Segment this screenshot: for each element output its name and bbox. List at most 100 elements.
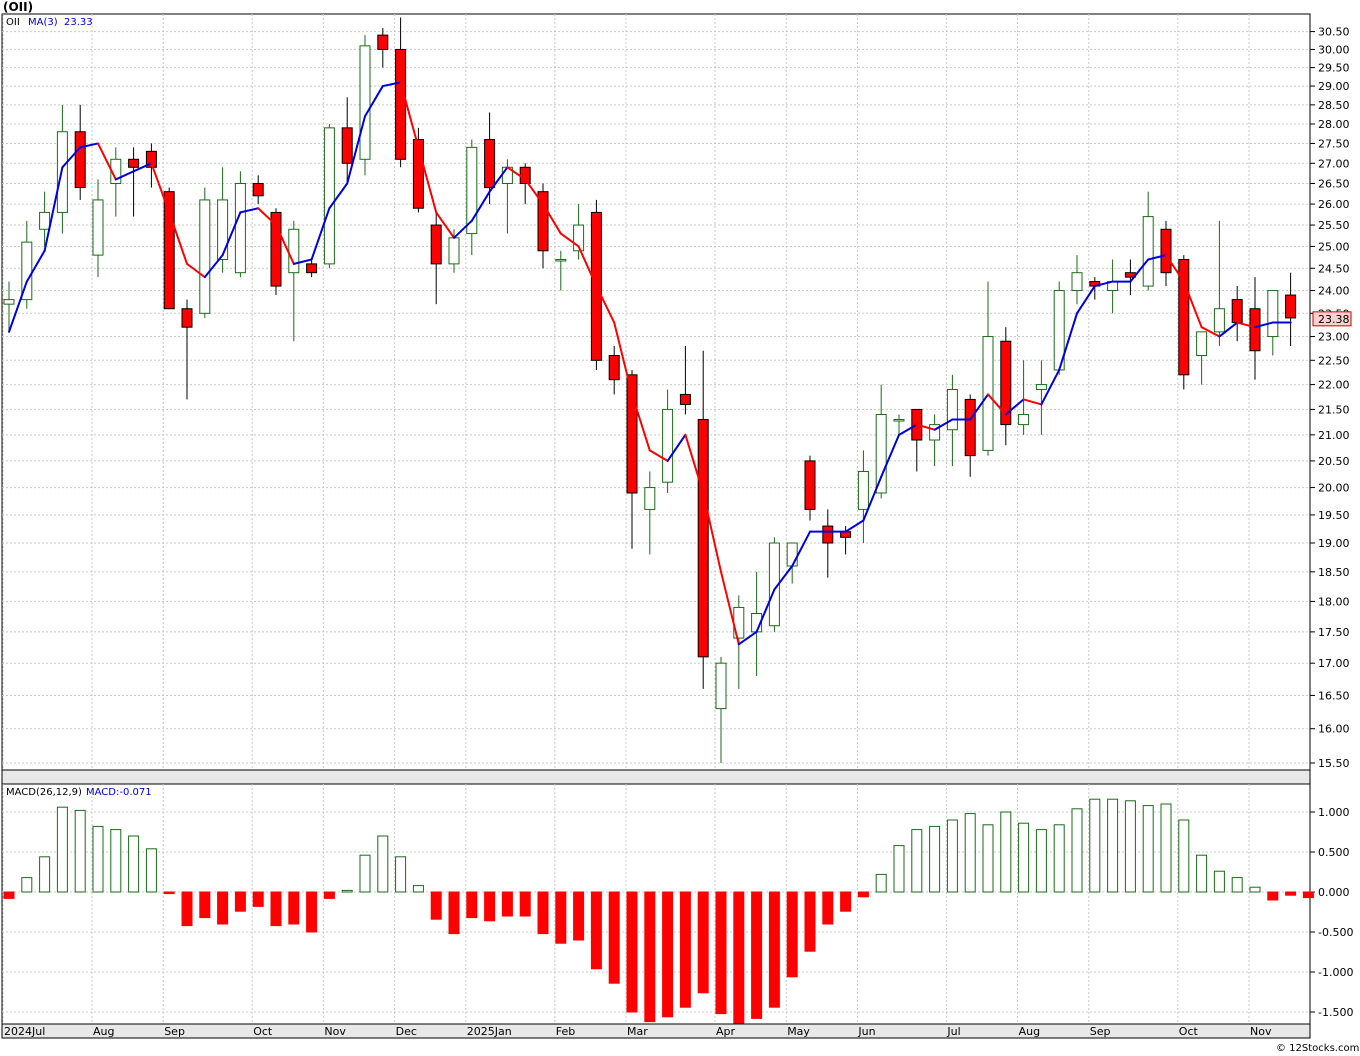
- macd-bar-negative: [306, 891, 318, 933]
- candle-down: [697, 419, 709, 658]
- price-y-tick-label: 18.00: [1318, 595, 1350, 608]
- macd-bar-negative: [608, 891, 620, 984]
- price-y-tick-label: 18.50: [1318, 566, 1350, 579]
- candle-down: [1160, 228, 1172, 274]
- ma-segment: [791, 530, 811, 567]
- ma-segment: [43, 166, 64, 252]
- price-y-tick-label: 23.00: [1318, 331, 1350, 344]
- macd-y-tick-label: -1.000: [1318, 966, 1353, 979]
- ma-segment: [328, 182, 349, 210]
- ma-segment: [631, 393, 651, 452]
- chart-title: (OII): [3, 0, 33, 14]
- macd-bar-positive: [1142, 805, 1154, 893]
- macd-bar-positive: [1213, 870, 1225, 893]
- ma-segment: [150, 162, 171, 214]
- candle-up: [199, 199, 211, 314]
- candle-up: [1018, 413, 1030, 426]
- price-y-tick-label: 25.00: [1318, 240, 1350, 253]
- candle-down: [430, 224, 442, 265]
- ma-segment: [364, 85, 384, 118]
- ma-segment: [506, 166, 527, 181]
- legend-symbol: OII: [6, 17, 20, 28]
- macd-bar-positive: [1018, 822, 1030, 893]
- macd-bar-positive: [377, 835, 389, 893]
- macd-bar-negative: [270, 891, 282, 927]
- macd-bar-positive: [1196, 854, 1208, 893]
- ma-segment: [559, 232, 580, 248]
- candle-down: [1178, 258, 1190, 376]
- candle-down: [412, 139, 424, 209]
- macd-bar-negative: [199, 891, 211, 919]
- candle-down: [537, 191, 549, 252]
- candle-up: [1035, 384, 1047, 391]
- macd-bar-positive: [1071, 808, 1083, 893]
- macd-x-tick-label: Sep: [1090, 1025, 1111, 1038]
- ma-segment: [399, 81, 420, 149]
- candle-up: [857, 470, 869, 510]
- macd-bar-negative: [163, 891, 175, 895]
- macd-y-tick-label: 1.000: [1318, 806, 1350, 819]
- macd-y-tick-label: 0.000: [1318, 886, 1350, 899]
- macd-bar-positive: [875, 873, 887, 893]
- candle-up: [555, 258, 567, 262]
- price-y-tick-label: 28.00: [1318, 118, 1350, 131]
- legend-ma-label: MA(3): [28, 17, 58, 28]
- candle-down: [822, 525, 834, 544]
- price-y-tick-label: 26.00: [1318, 198, 1350, 211]
- candle-up: [573, 224, 585, 252]
- ma-segment: [720, 570, 740, 646]
- ma-segment: [97, 142, 117, 181]
- macd-x-tick-label: Nov: [324, 1025, 346, 1038]
- candle-up: [946, 389, 958, 431]
- macd-y-tick-label: 0.500: [1318, 846, 1350, 859]
- ma-segment: [346, 115, 366, 185]
- macd-bar-positive: [1000, 811, 1012, 893]
- macd-bar-positive: [412, 885, 424, 893]
- candle-down: [608, 355, 620, 381]
- macd-bar-positive: [395, 856, 407, 893]
- candle-up: [359, 45, 371, 160]
- ma-segment: [470, 190, 491, 222]
- candle-down: [679, 393, 691, 405]
- price-y-tick-label: 29.50: [1318, 62, 1350, 75]
- ma-segment: [221, 211, 242, 257]
- ma-segment: [737, 630, 758, 646]
- macd-bar-negative: [840, 891, 852, 912]
- ma-segment: [61, 146, 82, 169]
- macd-x-tick-label: Apr: [716, 1025, 736, 1038]
- ma-segment: [862, 475, 883, 522]
- macd-bar-negative: [234, 891, 246, 912]
- ma-segment: [488, 166, 509, 193]
- ma-segment: [773, 564, 794, 591]
- ma-segment: [542, 203, 562, 235]
- ma-segment: [1076, 285, 1096, 315]
- price-y-tick-label: 27.50: [1318, 137, 1350, 150]
- macd-bar-negative: [288, 891, 300, 925]
- candle-up: [662, 408, 674, 483]
- macd-x-tick-label: Aug: [93, 1025, 114, 1038]
- candle-up: [92, 199, 104, 256]
- candle-down: [964, 398, 976, 457]
- candle-up: [217, 199, 229, 260]
- macd-bar-positive: [982, 824, 994, 893]
- candle-up: [448, 237, 460, 265]
- ma-line: [8, 81, 1292, 646]
- ma-segment: [132, 162, 153, 173]
- macd-bar-negative: [662, 891, 674, 1018]
- macd-bar-positive: [1053, 824, 1065, 893]
- price-y-tick-label: 22.00: [1318, 379, 1350, 392]
- ma-segment: [1058, 312, 1078, 371]
- candle-up: [1142, 216, 1154, 287]
- candle-up: [893, 419, 905, 422]
- price-y-tick-label: 30.50: [1318, 26, 1350, 39]
- price-y-tick-label: 27.00: [1318, 157, 1350, 170]
- macd-bar-positive: [128, 835, 140, 893]
- price-y-tick-label: 29.00: [1318, 80, 1350, 93]
- ma-segment: [702, 491, 722, 573]
- macd-x-tick-label: 2025Jan: [467, 1025, 512, 1038]
- ma-segment: [880, 433, 900, 478]
- macd-bar-positive: [911, 829, 923, 893]
- candle-down: [1231, 299, 1243, 324]
- ma-segment: [969, 393, 989, 421]
- last-price-tag: 23.38: [1312, 311, 1352, 327]
